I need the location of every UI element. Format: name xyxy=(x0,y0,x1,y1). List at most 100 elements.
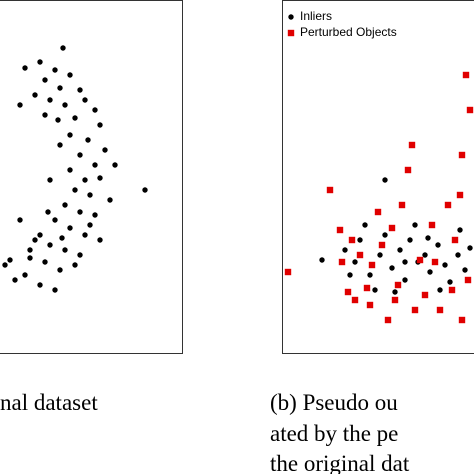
point xyxy=(102,147,108,153)
point xyxy=(462,71,470,79)
point xyxy=(2,262,8,268)
point xyxy=(12,277,18,283)
legend-marker xyxy=(287,29,295,37)
point xyxy=(27,247,33,253)
point xyxy=(22,272,28,278)
point xyxy=(338,258,346,266)
point xyxy=(351,296,359,304)
point xyxy=(52,217,58,223)
point xyxy=(378,241,386,249)
point xyxy=(398,201,406,209)
point xyxy=(92,212,98,218)
point xyxy=(342,247,348,253)
point xyxy=(391,296,399,304)
point xyxy=(27,255,33,261)
point xyxy=(372,287,378,293)
point xyxy=(77,209,83,215)
point xyxy=(384,316,392,324)
point xyxy=(382,177,388,183)
point xyxy=(402,277,408,283)
point xyxy=(458,316,466,324)
point xyxy=(107,197,113,203)
point xyxy=(92,107,98,113)
point xyxy=(436,306,444,314)
point xyxy=(367,272,373,278)
point xyxy=(363,284,371,292)
point xyxy=(368,261,376,269)
point xyxy=(319,257,325,263)
point xyxy=(427,269,433,275)
point xyxy=(356,251,364,259)
point xyxy=(37,232,43,238)
point xyxy=(87,192,93,198)
point xyxy=(82,232,88,238)
point xyxy=(17,217,23,223)
point xyxy=(37,59,43,65)
point xyxy=(422,252,428,258)
point xyxy=(344,288,352,296)
point xyxy=(7,257,13,263)
point xyxy=(67,132,73,138)
point xyxy=(97,175,103,181)
point xyxy=(457,227,463,233)
point xyxy=(72,187,78,193)
point xyxy=(112,162,118,168)
point xyxy=(42,259,48,265)
point xyxy=(467,245,473,251)
point xyxy=(421,291,429,299)
point xyxy=(47,242,53,248)
point xyxy=(57,267,63,273)
panel-frame xyxy=(0,0,183,354)
point xyxy=(458,151,466,159)
point xyxy=(404,166,412,174)
caption: the original dat xyxy=(270,451,410,474)
point xyxy=(392,289,398,295)
point xyxy=(347,272,353,278)
point xyxy=(32,92,38,98)
point xyxy=(82,97,88,103)
point xyxy=(408,141,416,149)
point xyxy=(357,237,363,243)
point xyxy=(464,276,472,284)
point xyxy=(59,235,65,241)
point xyxy=(388,224,396,232)
point xyxy=(57,142,63,148)
point xyxy=(425,235,431,241)
point xyxy=(412,222,418,228)
point xyxy=(444,201,452,209)
point xyxy=(62,247,68,253)
point xyxy=(455,252,461,258)
point xyxy=(85,137,91,143)
point xyxy=(394,281,402,289)
point xyxy=(442,262,448,268)
point xyxy=(45,209,51,215)
point xyxy=(456,191,464,199)
point xyxy=(447,279,453,285)
point xyxy=(437,287,443,293)
point xyxy=(352,259,358,265)
point xyxy=(428,221,436,229)
point xyxy=(67,72,73,78)
point xyxy=(47,97,53,103)
point xyxy=(42,77,48,83)
point xyxy=(435,242,441,248)
legend-label: Perturbed Objects xyxy=(300,25,397,39)
point xyxy=(67,225,73,231)
point xyxy=(82,177,88,183)
point xyxy=(326,186,334,194)
point xyxy=(377,252,383,258)
point xyxy=(77,87,83,93)
caption: nal dataset xyxy=(0,390,98,415)
point xyxy=(52,67,58,73)
point xyxy=(97,237,103,243)
point xyxy=(72,115,78,121)
point xyxy=(362,222,368,228)
point xyxy=(47,177,53,183)
point xyxy=(366,301,374,309)
point xyxy=(382,232,388,238)
point xyxy=(32,237,38,243)
point xyxy=(52,287,58,293)
point xyxy=(92,162,98,168)
point xyxy=(448,286,456,294)
